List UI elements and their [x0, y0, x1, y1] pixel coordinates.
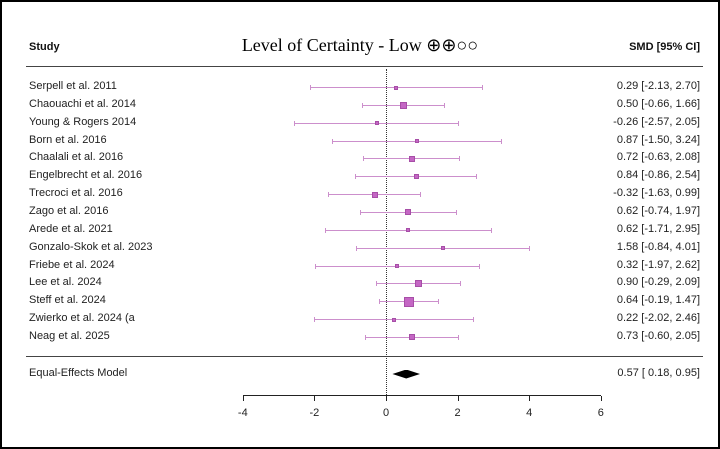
summary-model-label: Equal-Effects Model — [29, 367, 128, 379]
ci-cap-left — [309, 85, 311, 90]
effect-value: 0.73 [-0.60, 2.05] — [616, 329, 700, 342]
study-name: Zwierko et al. 2024 (a — [29, 312, 135, 325]
ci-cap-right — [458, 120, 460, 126]
effect-marker — [405, 209, 412, 216]
ci-cap-right — [455, 209, 457, 215]
effect-marker — [403, 296, 414, 307]
effect-value: 0.50 [-0.66, 1.66] — [616, 97, 700, 110]
effect-value: 0.84 [-0.86, 2.54] — [616, 169, 700, 182]
summary-effect-value: 0.57 [ 0.18, 0.95] — [617, 367, 700, 379]
ci-cap-left — [379, 299, 381, 305]
study-name: Arede et al. 2021 — [29, 222, 113, 235]
axis-tick — [314, 396, 316, 401]
study-name: Trecroci et al. 2016 — [29, 187, 123, 200]
study-name: Chaouachi et al. 2014 — [29, 97, 137, 110]
ci-cap-left — [324, 227, 326, 233]
header-divider — [26, 66, 703, 67]
axis-tick — [457, 396, 459, 401]
effect-marker — [414, 280, 422, 288]
effect-marker — [415, 139, 420, 144]
axis-tick — [529, 396, 531, 401]
effect-marker — [440, 246, 445, 251]
axis-tick-label: 4 — [526, 407, 533, 419]
effect-marker — [409, 334, 416, 341]
effect-column-header: SMD [95% CI] — [629, 41, 700, 53]
study-name: Neag et al. 2025 — [29, 329, 110, 342]
study-name: Friebe et al. 2024 — [29, 258, 115, 271]
ci-cap-left — [359, 209, 361, 215]
effect-value: 1.58 [-0.84, 4.01] — [616, 240, 700, 253]
ci-cap-right — [459, 156, 461, 162]
axis-tick-label: 6 — [597, 407, 604, 419]
study-name: Lee et al. 2024 — [29, 276, 102, 289]
ci-cap-right — [444, 102, 446, 108]
study-name: Serpell et al. 2011 — [29, 80, 117, 92]
effect-value: -0.32 [-1.63, 0.99] — [613, 187, 700, 200]
x-axis-line — [242, 395, 601, 396]
effect-value: 0.22 [-2.02, 2.46] — [616, 312, 700, 325]
ci-cap-right — [473, 317, 475, 323]
ci-cap-right — [481, 85, 483, 90]
ci-cap-left — [332, 138, 334, 144]
study-name: Chaalali et al. 2016 — [29, 151, 124, 164]
ci-cap-left — [293, 120, 295, 126]
effect-marker — [408, 155, 415, 162]
effect-value: 0.64 [-0.19, 1.47] — [616, 294, 700, 307]
ci-cap-right — [437, 299, 439, 305]
effect-marker — [395, 264, 400, 268]
effect-value: 0.62 [-0.74, 1.97] — [616, 204, 700, 217]
axis-tick-label: -4 — [237, 407, 248, 419]
ci-cap-right — [478, 263, 480, 269]
effect-value: 0.90 [-0.29, 2.09] — [616, 276, 700, 289]
zero-reference-line — [386, 69, 387, 395]
study-name: Gonzalo-Skok et al. 2023 — [29, 240, 153, 253]
ci-cap-left — [355, 245, 357, 251]
ci-cap-right — [459, 281, 461, 287]
ci-cap-right — [500, 138, 502, 144]
ci-cap-left — [327, 192, 329, 198]
axis-tick-label: 0 — [382, 407, 390, 419]
effect-value: 0.29 [-2.13, 2.70] — [616, 80, 700, 92]
effect-value: 0.62 [-1.71, 2.95] — [616, 222, 700, 235]
ci-cap-right — [490, 227, 492, 233]
axis-tick — [386, 396, 387, 401]
ci-cap-left — [364, 334, 366, 340]
ci-cap-left — [362, 102, 364, 108]
axis-tick-label: -2 — [309, 407, 320, 419]
ci-cap-right — [420, 192, 422, 198]
effect-marker — [394, 85, 399, 90]
axis-tick — [600, 396, 602, 401]
summary-divider — [26, 356, 703, 357]
effect-value: 0.87 [-1.50, 3.24] — [616, 133, 700, 146]
study-name: Engelbrecht et al. 2016 — [29, 169, 143, 182]
summary-diamond — [392, 369, 420, 379]
axis-tick-label: 2 — [454, 407, 461, 419]
ci-cap-left — [355, 174, 357, 180]
plot-title: Level of Certainty - Low ⊕⊕○○ — [241, 35, 479, 55]
effect-marker — [406, 228, 411, 233]
ci-cap-right — [528, 245, 530, 251]
effect-marker — [400, 101, 408, 109]
study-column-header: Study — [29, 41, 60, 53]
ci-cap-right — [458, 334, 460, 340]
ci-cap-left — [363, 156, 365, 162]
effect-value: -0.26 [-2.57, 2.05] — [613, 115, 700, 128]
axis-tick — [242, 396, 244, 401]
effect-marker — [374, 121, 379, 126]
study-name: Young & Rogers 2014 — [29, 115, 137, 128]
effect-value: 0.72 [-0.63, 2.08] — [616, 151, 700, 164]
ci-cap-left — [313, 317, 315, 323]
ci-cap-left — [315, 263, 317, 269]
study-name: Steff et al. 2024 — [29, 294, 106, 307]
effect-marker — [391, 317, 396, 322]
effect-value: 0.32 [-1.97, 2.62] — [616, 258, 700, 271]
effect-marker — [371, 191, 378, 198]
study-name: Born et al. 2016 — [29, 133, 107, 146]
ci-cap-left — [375, 281, 377, 287]
ci-cap-right — [475, 174, 477, 180]
effect-marker — [413, 174, 419, 180]
study-name: Zago et al. 2016 — [29, 204, 109, 217]
